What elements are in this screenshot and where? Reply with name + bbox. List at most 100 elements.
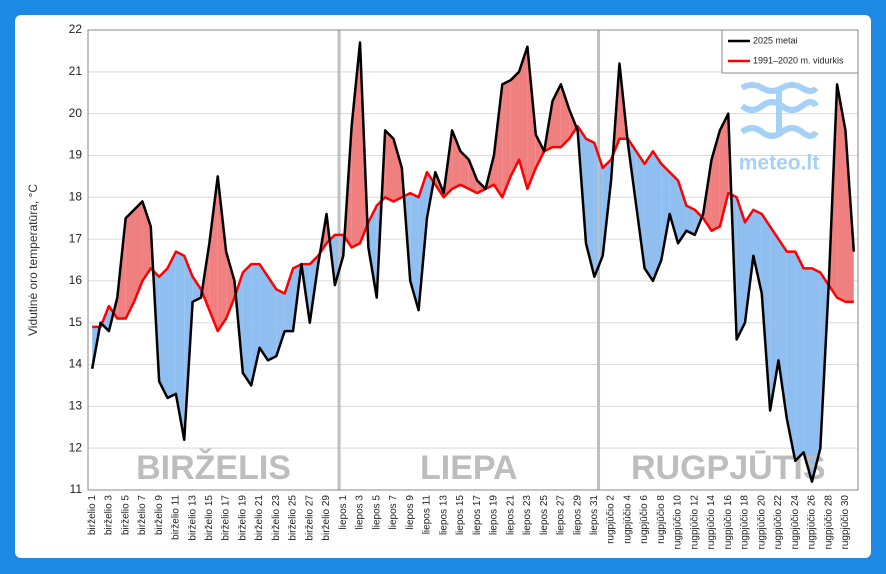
difference-fill: [502, 80, 511, 198]
y-tick-label: 20: [69, 106, 83, 120]
difference-fill: [669, 172, 679, 244]
difference-fill: [510, 71, 520, 177]
x-tick-label: liepos 25: [539, 495, 550, 535]
x-tick-label: liepos 15: [455, 495, 466, 535]
difference-fill: [786, 251, 796, 461]
difference-fill: [267, 276, 277, 361]
plot-border: [87, 29, 859, 491]
difference-fill: [552, 84, 561, 148]
difference-fill: [803, 268, 812, 482]
x-tick-label: rugpjūčio 22: [773, 495, 784, 550]
x-tick-label: liepos 27: [556, 495, 567, 535]
difference-fill: [636, 151, 645, 269]
x-tick-label: rugpjūčio 8: [656, 495, 667, 544]
logo: meteo.lt: [739, 82, 820, 175]
legend-box: [721, 29, 859, 74]
logo-text: meteo.lt: [739, 152, 820, 175]
x-tick-label: rugpjūčio 2: [606, 495, 617, 544]
x-tick-label: birželio 25: [288, 495, 299, 541]
y-tick-label: 16: [69, 273, 83, 287]
difference-fill: [686, 205, 695, 235]
difference-fill: [410, 193, 419, 311]
difference-fill: [535, 134, 545, 168]
x-tick-label: rugpjūčio 28: [823, 495, 834, 550]
x-tick-label: liepos 5: [371, 495, 382, 530]
difference-fill: [217, 176, 227, 332]
difference-fill: [560, 84, 570, 148]
x-tick-label: rugpjūčio 12: [689, 495, 700, 550]
y-tick-label: 21: [69, 64, 83, 78]
difference-fill: [519, 46, 528, 189]
x-tick-label: birželio 3: [104, 495, 115, 535]
series-line: [92, 124, 854, 333]
y-tick-label: 15: [69, 315, 83, 329]
x-tick-label: birželio 13: [187, 495, 198, 541]
x-tick-label: birželio 7: [137, 495, 148, 535]
difference-fill: [761, 214, 771, 411]
x-tick-label: liepos 29: [572, 495, 583, 535]
difference-fill: [209, 176, 218, 332]
series-line: [90, 41, 856, 483]
difference-fill: [678, 180, 687, 244]
difference-fill: [134, 201, 143, 302]
x-tick-label: birželio 19: [237, 495, 248, 541]
difference-fill: [795, 251, 804, 461]
x-tick-label: liepos 19: [489, 495, 500, 535]
difference-fill: [753, 209, 762, 294]
y-tick-label: 13: [69, 399, 83, 413]
month-label: RUGPJŪTIS: [631, 449, 826, 487]
y-tick-label: 14: [69, 357, 83, 371]
difference-fill: [192, 276, 201, 302]
x-tick-label: rugpjūčio 24: [790, 495, 801, 550]
x-tick-label: liepos 9: [405, 495, 416, 530]
x-tick-label: birželio 5: [120, 495, 131, 535]
x-tick-label: birželio 17: [221, 495, 232, 541]
difference-fill: [770, 226, 779, 411]
x-tick-label: birželio 29: [321, 495, 332, 541]
difference-fill: [736, 197, 746, 340]
difference-fill: [585, 138, 595, 277]
x-tick-label: rugpjūčio 16: [723, 495, 734, 550]
x-tick-label: birželio 27: [304, 495, 315, 541]
x-tick-label: rugpjūčio 20: [756, 495, 767, 550]
x-tick-label: birželio 9: [154, 495, 165, 535]
x-tick-label: liepos 13: [438, 495, 449, 535]
x-tick-label: birželio 1: [87, 495, 98, 535]
x-tick-label: birželio 15: [204, 495, 215, 541]
month-label: LIEPA: [420, 449, 518, 487]
x-tick-label: liepos 21: [505, 495, 516, 535]
x-tick-label: rugpjūčio 6: [639, 495, 650, 544]
x-tick-label: liepos 23: [522, 495, 533, 535]
y-tick-label: 18: [69, 189, 83, 203]
difference-fill: [276, 289, 285, 357]
difference-fill: [745, 209, 754, 323]
y-tick-label: 22: [69, 22, 83, 36]
x-tick-label: birželio 23: [271, 495, 282, 541]
month-label: BIRŽELIS: [136, 449, 291, 487]
legend-label: 1991–2020 m. vidurkis: [753, 55, 844, 65]
difference-fill: [644, 151, 653, 281]
x-tick-label: liepos 3: [355, 495, 366, 530]
x-tick-label: rugpjūčio 26: [807, 495, 818, 550]
y-axis-label: Vidutinė oro temperatūra, °C: [26, 184, 40, 336]
difference-fill: [284, 268, 294, 332]
difference-fill: [385, 130, 394, 202]
x-tick-label: rugpjūčio 4: [622, 495, 633, 544]
difference-fill: [167, 251, 176, 398]
difference-fill: [351, 42, 361, 248]
y-tick-label: 19: [69, 148, 83, 162]
x-tick-label: liepos 17: [472, 495, 483, 535]
x-tick-label: liepos 1: [338, 495, 349, 530]
x-tick-label: rugpjūčio 30: [840, 495, 851, 550]
x-tick-label: liepos 7: [388, 495, 399, 530]
difference-fill: [242, 264, 252, 386]
x-tick-label: rugpjūčio 18: [740, 495, 751, 550]
difference-fill: [837, 84, 846, 302]
difference-fill: [661, 163, 670, 260]
x-tick-label: rugpjūčio 10: [673, 495, 684, 550]
panel: [15, 15, 871, 558]
difference-fill: [125, 209, 135, 319]
x-tick-label: liepos 11: [422, 495, 433, 535]
x-tick-label: rugpjūčio 14: [706, 495, 717, 550]
